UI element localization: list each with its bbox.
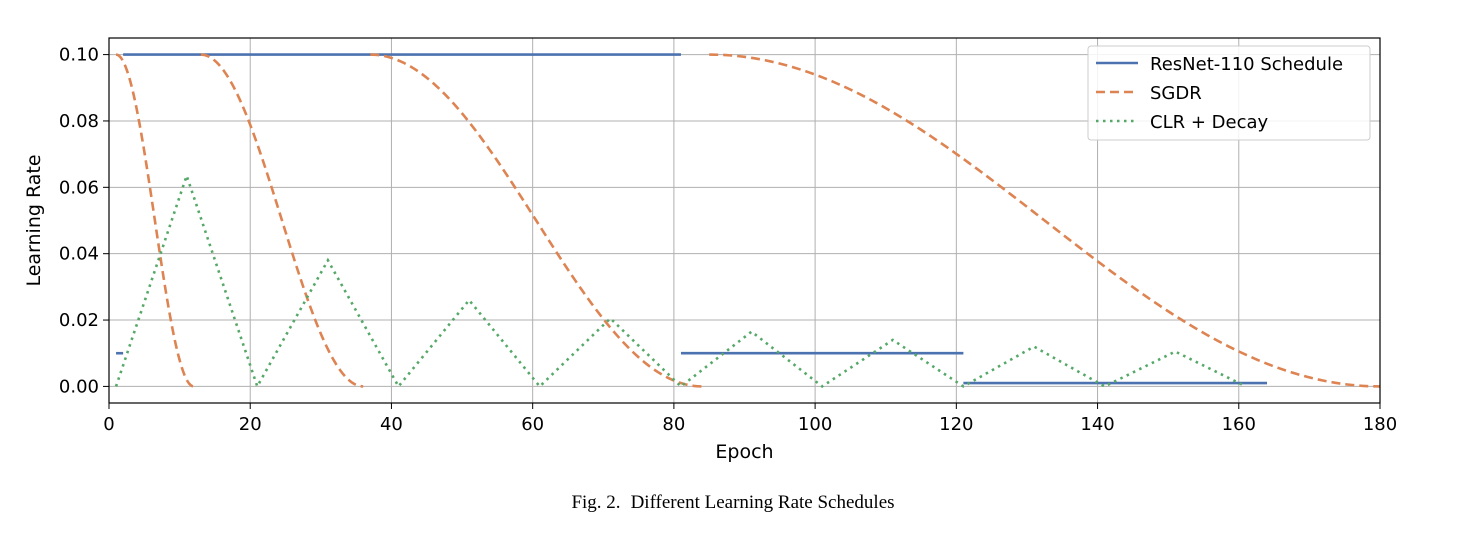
x-tick-label: 80	[662, 414, 685, 435]
y-tick-label: 0.08	[59, 111, 99, 132]
legend-label: SGDR	[1150, 83, 1202, 104]
y-tick-label: 0.10	[59, 45, 99, 66]
y-tick-label: 0.04	[59, 244, 99, 265]
x-tick-label: 120	[939, 414, 973, 435]
x-tick-label: 0	[103, 414, 114, 435]
y-tick-label: 0.00	[59, 376, 99, 397]
y-tick-label: 0.02	[59, 310, 99, 331]
y-axis: 0.00 0.02 0.04 0.06 0.08 0.10	[59, 45, 109, 397]
caption-text: Different Learning Rate Schedules	[630, 492, 895, 513]
x-tick-label: 160	[1222, 414, 1256, 435]
x-tick-label: 40	[380, 414, 403, 435]
series-line-segment	[709, 53, 1381, 388]
series-line	[114, 171, 1247, 390]
series-line-segment	[200, 53, 364, 388]
series-sgdr	[115, 53, 1381, 388]
series-clr-decay	[114, 171, 1247, 390]
series-line-segment	[370, 53, 703, 388]
x-tick-label: 100	[798, 414, 832, 435]
x-tick-label: 20	[239, 414, 262, 435]
x-tick-label: 180	[1363, 414, 1397, 435]
legend-label: ResNet-110 Schedule	[1150, 54, 1343, 75]
x-axis-label: Epoch	[715, 441, 773, 463]
caption-label: Fig. 2.	[571, 492, 621, 513]
series-layer	[114, 53, 1381, 390]
x-tick-label: 60	[521, 414, 544, 435]
y-axis-label: Learning Rate	[23, 154, 45, 286]
y-tick-label: 0.06	[59, 177, 99, 198]
x-tick-label: 140	[1080, 414, 1114, 435]
axes-frame	[108, 37, 1381, 404]
legend-label: CLR + Decay	[1150, 112, 1268, 133]
figure-caption: Fig. 2. Different Learning Rate Schedules	[0, 492, 1466, 514]
legend-box	[1087, 45, 1371, 141]
series-resnet-110-schedule	[116, 53, 1268, 385]
series-line-segment	[115, 53, 194, 388]
legend: ResNet-110 Schedule SGDR CLR + Decay	[1087, 45, 1371, 141]
x-axis: 0 20 40 60 80 100 120 140 160 180	[103, 403, 1397, 435]
